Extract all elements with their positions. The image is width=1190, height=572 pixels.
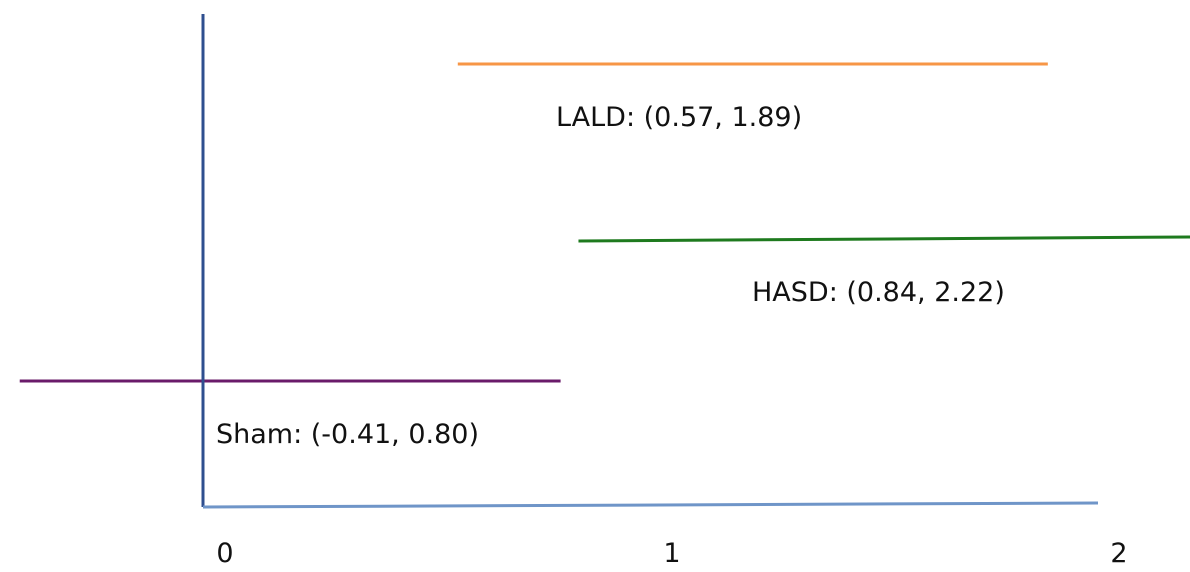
interval-bar-hasd bbox=[578, 235, 1190, 243]
x-tick-label-0: 0 bbox=[216, 538, 233, 569]
x-tick-label-1: 1 bbox=[663, 538, 680, 569]
intervals-layer bbox=[19, 62, 1190, 383]
interval-label-sham: Sham: (-0.41, 0.80) bbox=[216, 419, 479, 450]
interval-labels-layer: LALD: (0.57, 1.89) HASD: (0.84, 2.22) Sham… bbox=[216, 102, 1005, 450]
axes-layer bbox=[201, 14, 1099, 509]
interval-label-hasd: HASD: (0.84, 2.22) bbox=[752, 277, 1005, 308]
x-axis-baseline bbox=[202, 501, 1099, 509]
x-tick-labels: 0 1 2 bbox=[216, 538, 1127, 569]
x-tick-label-2: 2 bbox=[1110, 538, 1127, 569]
interval-label-lald: LALD: (0.57, 1.89) bbox=[556, 102, 802, 133]
